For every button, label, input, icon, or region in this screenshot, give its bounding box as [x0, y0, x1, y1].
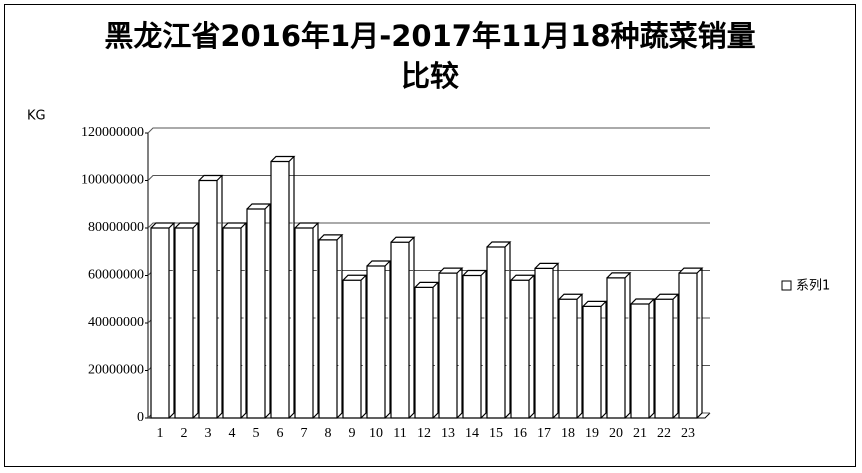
- x-tick-label: 19: [585, 426, 599, 441]
- bar: [462, 269, 488, 419]
- bar: [630, 298, 656, 419]
- x-tick-label: 22: [657, 426, 671, 441]
- bar: [198, 174, 224, 419]
- grid-line: [147, 175, 710, 181]
- bar: [174, 222, 200, 419]
- y-tick-label: 40000000: [88, 315, 144, 330]
- bar: [294, 222, 320, 419]
- bar: [486, 241, 512, 419]
- x-tick-label: 12: [417, 426, 431, 441]
- x-tick-label: 15: [489, 426, 503, 441]
- bar: [246, 203, 272, 419]
- bar: [222, 222, 248, 419]
- x-tick-label: 9: [349, 426, 356, 441]
- x-tick-label: 20: [609, 426, 623, 441]
- grid-line: [147, 127, 710, 134]
- x-tick-label: 4: [229, 426, 236, 441]
- bar: [510, 274, 536, 419]
- x-tick-label: 3: [205, 426, 212, 441]
- y-tick-label: 100000000: [81, 173, 144, 188]
- x-tick-label: 18: [561, 426, 575, 441]
- x-tick-label: 6: [277, 426, 284, 441]
- y-tick-label: 80000000: [88, 220, 144, 235]
- bar: [342, 274, 368, 419]
- x-tick-label: 1: [157, 426, 164, 441]
- x-tick-label: 8: [325, 426, 332, 441]
- x-tick-label: 23: [681, 426, 695, 441]
- y-tick-label: 20000000: [88, 363, 144, 378]
- chart-title: 黑龙江省2016年1月-2017年11月18种蔬菜销量比较: [104, 19, 756, 93]
- x-tick-label: 13: [441, 426, 455, 441]
- y-tick-label: 120000000: [81, 125, 144, 140]
- x-tick-label: 11: [393, 426, 406, 441]
- bar: [390, 236, 416, 419]
- bar: [366, 260, 392, 419]
- y-axis-label: KG: [27, 109, 46, 124]
- x-tick-label: 17: [537, 426, 551, 441]
- bar: [606, 272, 632, 419]
- x-tick-label: 16: [513, 426, 527, 441]
- bar: [582, 300, 608, 419]
- legend-label: 系列1: [796, 279, 830, 294]
- x-tick-label: 7: [301, 426, 308, 441]
- bar: [270, 155, 296, 419]
- x-tick-label: 21: [633, 426, 647, 441]
- bar: [654, 293, 680, 419]
- bar: [678, 267, 704, 419]
- x-tick-label: 5: [253, 426, 260, 441]
- y-tick-label: 60000000: [88, 268, 144, 283]
- x-tick-label: 10: [369, 426, 383, 441]
- bar: [438, 267, 464, 419]
- y-tick-label: 0: [137, 410, 144, 425]
- x-tick-label: 14: [465, 426, 479, 441]
- chart-frame: [4, 4, 856, 467]
- x-tick-label: 2: [181, 426, 188, 441]
- bar: [534, 262, 560, 419]
- bar: [318, 234, 344, 419]
- bar: [558, 293, 584, 419]
- bar: [150, 222, 176, 419]
- bar: [414, 281, 440, 419]
- legend-swatch: [781, 280, 792, 291]
- grid-line: [147, 222, 710, 229]
